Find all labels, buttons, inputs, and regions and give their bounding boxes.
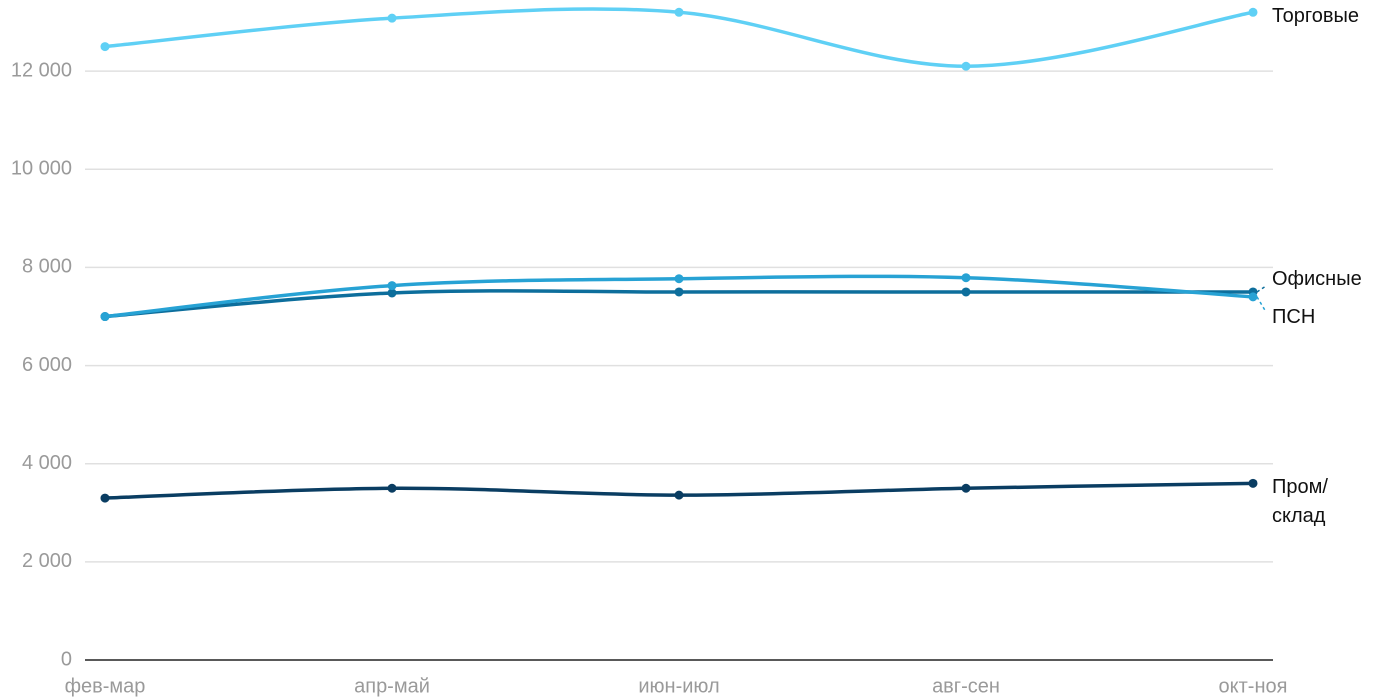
point: [100, 312, 110, 322]
series-label: ПСН: [1272, 306, 1315, 328]
point: [674, 287, 684, 297]
point: [674, 7, 684, 17]
y-tick-label: 10 000: [11, 158, 72, 180]
y-tick-label: 6 000: [22, 354, 72, 376]
x-tick-label: июн-июл: [638, 675, 719, 697]
label-line: склад: [1272, 505, 1326, 527]
y-tick-label: 0: [61, 648, 72, 670]
y-tick-label: 12 000: [11, 59, 72, 81]
point: [1248, 292, 1258, 302]
point: [1248, 7, 1258, 17]
point: [674, 274, 684, 284]
point: [961, 483, 971, 493]
point: [387, 288, 397, 298]
point: [387, 13, 397, 23]
series-label: Офисные: [1272, 268, 1362, 290]
point: [961, 287, 971, 297]
y-tick-label: 4 000: [22, 452, 72, 474]
x-tick-label: апр-май: [354, 675, 430, 697]
point: [961, 273, 971, 283]
point: [100, 493, 110, 503]
x-tick-label: авг-сен: [932, 675, 1000, 697]
x-tick-label: фев-мар: [65, 675, 146, 697]
x-tick-label: окт-ноя: [1219, 675, 1288, 697]
y-tick-label: 2 000: [22, 550, 72, 572]
label-line: Пром/: [1272, 476, 1328, 498]
point: [1248, 478, 1258, 488]
label-line: ПСН: [1272, 306, 1315, 328]
series-line: [104, 7, 1254, 68]
point: [100, 42, 110, 52]
point: [387, 281, 397, 291]
y-tick-label: 8 000: [22, 256, 72, 278]
label-line: Торговые: [1272, 5, 1359, 27]
leader: [1256, 285, 1267, 293]
leader: [1256, 296, 1267, 313]
series-label: Пром/склад: [1272, 476, 1328, 527]
point: [961, 61, 971, 71]
series-label: Торговые: [1272, 5, 1359, 27]
point: [387, 483, 397, 493]
label-line: Офисные: [1272, 268, 1362, 290]
point: [674, 490, 684, 500]
